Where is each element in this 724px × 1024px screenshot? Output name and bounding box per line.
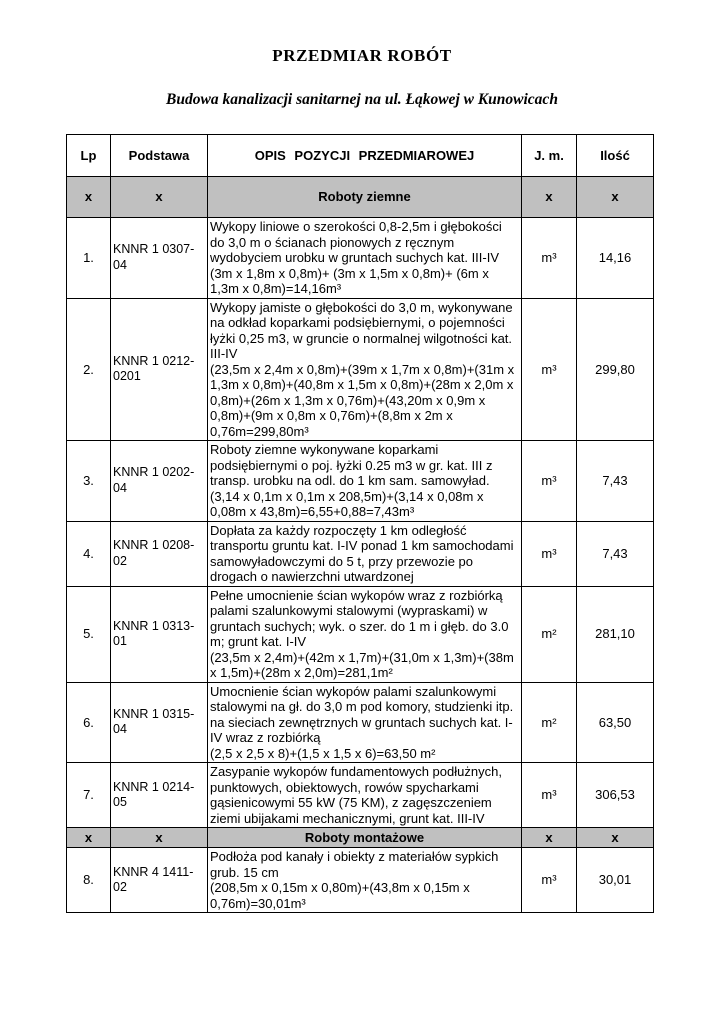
column-header-opis: OPIS POZYCJI PRZEDMIAROWEJ: [207, 134, 522, 177]
row-lp: 8.: [66, 847, 111, 913]
row-quantity: 281,10: [576, 585, 654, 683]
section-marker: x: [110, 176, 208, 218]
section-marker: x: [521, 176, 577, 218]
table-row: 4. KNNR 1 0208-02 Dopłata za każdy rozpo…: [66, 520, 654, 587]
row-basis: KNNR 1 0214-05: [110, 762, 208, 828]
document-page: PRZEDMIAR ROBÓT Budowa kanalizacji sanit…: [66, 46, 654, 913]
column-header-ilosc: Ilość: [576, 134, 654, 177]
row-lp: 2.: [66, 297, 111, 441]
row-basis: KNNR 1 0313-01: [110, 585, 208, 683]
row-quantity: 30,01: [576, 847, 654, 913]
row-basis: KNNR 4 1411-02: [110, 847, 208, 913]
row-description: Roboty ziemne wykonywane koparkami podsi…: [207, 440, 522, 522]
section-marker: x: [576, 827, 654, 848]
row-lp: 7.: [66, 762, 111, 828]
section-label: Roboty ziemne: [207, 176, 522, 218]
section-marker: x: [110, 827, 208, 848]
table-row: 7. KNNR 1 0214-05 Zasypanie wykopów fund…: [66, 762, 654, 828]
row-unit: m³: [521, 440, 577, 522]
column-header-lp: Lp: [66, 134, 111, 177]
row-basis: KNNR 1 0208-02: [110, 520, 208, 587]
row-description: Dopłata za każdy rozpoczęty 1 km odległo…: [207, 520, 522, 587]
row-quantity: 14,16: [576, 217, 654, 299]
row-description: Zasypanie wykopów fundamentowych podłużn…: [207, 762, 522, 828]
row-quantity: 7,43: [576, 440, 654, 522]
column-header-podstawa: Podstawa: [110, 134, 208, 177]
table-row: 2. KNNR 1 0212-0201 Wykopy jamiste o głę…: [66, 297, 654, 441]
section-marker: x: [576, 176, 654, 218]
row-unit: m³: [521, 762, 577, 828]
document-subtitle: Budowa kanalizacji sanitarnej na ul. Łąk…: [166, 91, 558, 108]
column-header-jm: J. m.: [521, 134, 577, 177]
row-lp: 5.: [66, 585, 111, 683]
row-quantity: 306,53: [576, 762, 654, 828]
row-quantity: 7,43: [576, 520, 654, 587]
document-title: PRZEDMIAR ROBÓT: [272, 46, 452, 65]
row-unit: m³: [521, 297, 577, 441]
row-description: Pełne umocnienie ścian wykopów wraz z ro…: [207, 585, 522, 683]
row-description: Umocnienie ścian wykopów palami szalunko…: [207, 681, 522, 763]
row-lp: 3.: [66, 440, 111, 522]
table-row: 6. KNNR 1 0315-04 Umocnienie ścian wykop…: [66, 681, 654, 763]
row-lp: 4.: [66, 520, 111, 587]
table-row: 3. KNNR 1 0202-04 Roboty ziemne wykonywa…: [66, 440, 654, 522]
section-row-roboty-ziemne: x x Roboty ziemne x x: [66, 176, 654, 218]
row-description: Podłoża pod kanały i obiekty z materiałó…: [207, 847, 522, 913]
row-quantity: 299,80: [576, 297, 654, 441]
table-row: 1. KNNR 1 0307-04 Wykopy liniowe o szero…: [66, 217, 654, 299]
row-unit: m³: [521, 520, 577, 587]
table-row: 5. KNNR 1 0313-01 Pełne umocnienie ścian…: [66, 585, 654, 683]
row-description: Wykopy liniowe o szerokości 0,8-2,5m i g…: [207, 217, 522, 299]
row-description: Wykopy jamiste o głębokości do 3,0 m, wy…: [207, 297, 522, 441]
section-label: Roboty montażowe: [207, 827, 522, 848]
row-unit: m²: [521, 585, 577, 683]
table-row: 8. KNNR 4 1411-02 Podłoża pod kanały i o…: [66, 847, 654, 913]
row-basis: KNNR 1 0212-0201: [110, 297, 208, 441]
row-unit: m³: [521, 217, 577, 299]
table-header-row: Lp Podstawa OPIS POZYCJI PRZEDMIAROWEJ J…: [66, 134, 654, 177]
przedmiar-table: Lp Podstawa OPIS POZYCJI PRZEDMIAROWEJ J…: [66, 134, 654, 913]
row-lp: 1.: [66, 217, 111, 299]
row-basis: KNNR 1 0307-04: [110, 217, 208, 299]
row-lp: 6.: [66, 681, 111, 763]
section-marker: x: [66, 827, 111, 848]
row-basis: KNNR 1 0202-04: [110, 440, 208, 522]
row-quantity: 63,50: [576, 681, 654, 763]
section-marker: x: [66, 176, 111, 218]
row-unit: m²: [521, 681, 577, 763]
section-marker: x: [521, 827, 577, 848]
row-unit: m³: [521, 847, 577, 913]
section-row-roboty-montazowe: x x Roboty montażowe x x: [66, 827, 654, 848]
row-basis: KNNR 1 0315-04: [110, 681, 208, 763]
